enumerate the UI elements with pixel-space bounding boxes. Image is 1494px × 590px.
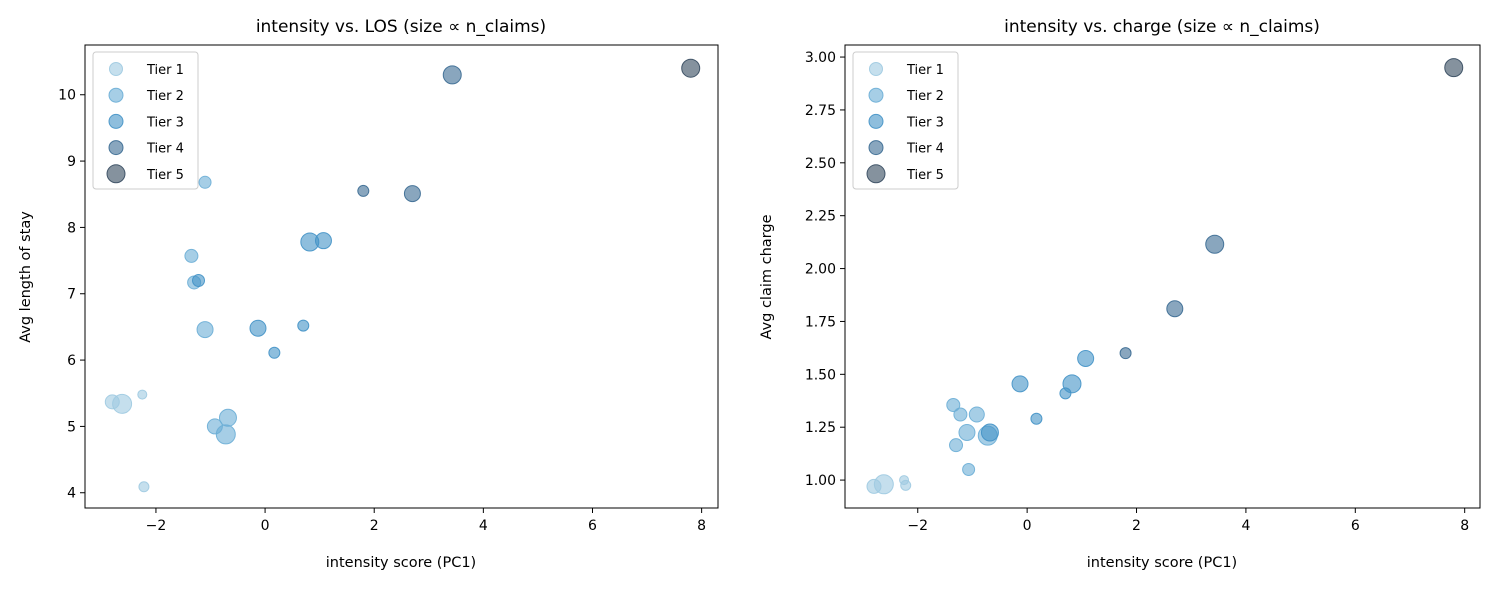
y-tick-label: 1.50 (805, 367, 836, 383)
y-tick-label: 10 (58, 88, 76, 104)
legend-label: Tier 4 (906, 142, 944, 157)
y-tick-label: 3.00 (805, 50, 836, 66)
legend-marker (106, 164, 126, 184)
legend-marker (109, 62, 123, 76)
x-tick-label: 2 (370, 518, 379, 534)
data-point (949, 438, 964, 453)
data-point (215, 424, 236, 445)
legend-label: Tier 2 (906, 89, 944, 104)
data-point (138, 481, 150, 493)
data-point (980, 423, 999, 442)
data-point (1205, 234, 1225, 254)
x-tick-label: −2 (146, 518, 167, 534)
legend-label: Tier 5 (906, 168, 944, 183)
data-point (1077, 349, 1095, 367)
data-point (1119, 347, 1132, 360)
x-tick-label: −2 (907, 518, 928, 534)
legend-marker (108, 113, 124, 129)
axes-frame (844, 44, 1481, 509)
data-point (112, 393, 133, 414)
data-point (968, 406, 985, 423)
chart-los: intensity vs. LOS (size ∝ n_claims) inte… (18, 17, 719, 571)
data-point (198, 175, 212, 189)
data-point (681, 58, 701, 78)
data-point (958, 423, 976, 441)
x-tick-label: 8 (697, 518, 706, 534)
x-axis-label: intensity score (PC1) (1087, 555, 1237, 571)
legend-label: Tier 4 (146, 142, 184, 157)
data-point (184, 248, 199, 263)
axes-frame (84, 44, 719, 509)
y-tick-label: 5 (67, 419, 76, 435)
x-tick-label: 0 (1023, 518, 1032, 534)
chart-charge: intensity vs. charge (size ∝ n_claims) i… (759, 17, 1481, 571)
legend-marker (869, 62, 883, 76)
legend-label: Tier 5 (146, 168, 184, 183)
y-tick-label: 6 (67, 353, 76, 369)
data-point (962, 463, 976, 477)
legend-marker (868, 113, 884, 129)
legend-marker (108, 87, 124, 103)
legend-label: Tier 1 (146, 63, 184, 78)
legend-frame (852, 51, 959, 190)
y-tick-label: 4 (67, 486, 76, 502)
data-point (297, 319, 310, 332)
x-axis-label: intensity score (PC1) (326, 555, 476, 571)
data-point (1166, 300, 1184, 318)
x-tick-label: 6 (588, 518, 597, 534)
data-point (946, 397, 961, 412)
data-point (442, 65, 462, 85)
data-point (873, 474, 894, 495)
legend-marker (866, 164, 886, 184)
legend: Tier 1 Tier 2 Tier 3 Tier 4 Tier 5 (852, 51, 959, 190)
y-tick-label: 1.75 (805, 314, 836, 330)
legend-frame (92, 51, 199, 190)
data-point (403, 185, 421, 203)
legend-marker (108, 140, 124, 156)
x-tick-label: 6 (1351, 518, 1360, 534)
data-point (1030, 412, 1043, 425)
x-tick-label: 2 (1132, 518, 1141, 534)
data-point (249, 319, 267, 337)
y-tick-label: 2.75 (805, 103, 836, 119)
x-tick-label: 4 (479, 518, 488, 534)
legend-label: Tier 3 (906, 115, 944, 130)
data-point (900, 479, 912, 491)
x-tick-label: 8 (1460, 518, 1469, 534)
legend-marker (868, 87, 884, 103)
y-tick-label: 1.25 (805, 420, 836, 436)
x-tick-label: 0 (261, 518, 270, 534)
legend-label: Tier 1 (906, 63, 944, 78)
data-point (268, 346, 281, 359)
data-point (357, 184, 370, 197)
legend-marker (868, 140, 884, 156)
y-tick-label: 2.00 (805, 262, 836, 278)
y-tick-label: 2.50 (805, 156, 836, 172)
legend-label: Tier 2 (146, 89, 184, 104)
y-axis-label: Avg claim charge (759, 214, 775, 339)
y-tick-label: 1.00 (805, 473, 836, 489)
data-point (314, 232, 332, 250)
data-point (1059, 387, 1072, 400)
data-point (1444, 58, 1464, 78)
y-tick-label: 2.25 (805, 209, 836, 225)
y-axis-label: Avg length of stay (18, 211, 34, 343)
y-tick-label: 8 (67, 220, 76, 236)
data-point (192, 273, 206, 287)
x-tick-label: 4 (1241, 518, 1250, 534)
legend-label: Tier 3 (146, 115, 184, 130)
data-point (196, 321, 214, 339)
legend: Tier 1 Tier 2 Tier 3 Tier 4 Tier 5 (92, 51, 199, 190)
data-point (137, 389, 148, 400)
data-point (1011, 375, 1029, 393)
y-tick-label: 9 (67, 154, 76, 170)
y-tick-label: 7 (67, 287, 76, 303)
data-point (953, 407, 968, 422)
chart-title: intensity vs. charge (size ∝ n_claims) (1004, 17, 1320, 37)
chart-title: intensity vs. LOS (size ∝ n_claims) (256, 17, 546, 37)
